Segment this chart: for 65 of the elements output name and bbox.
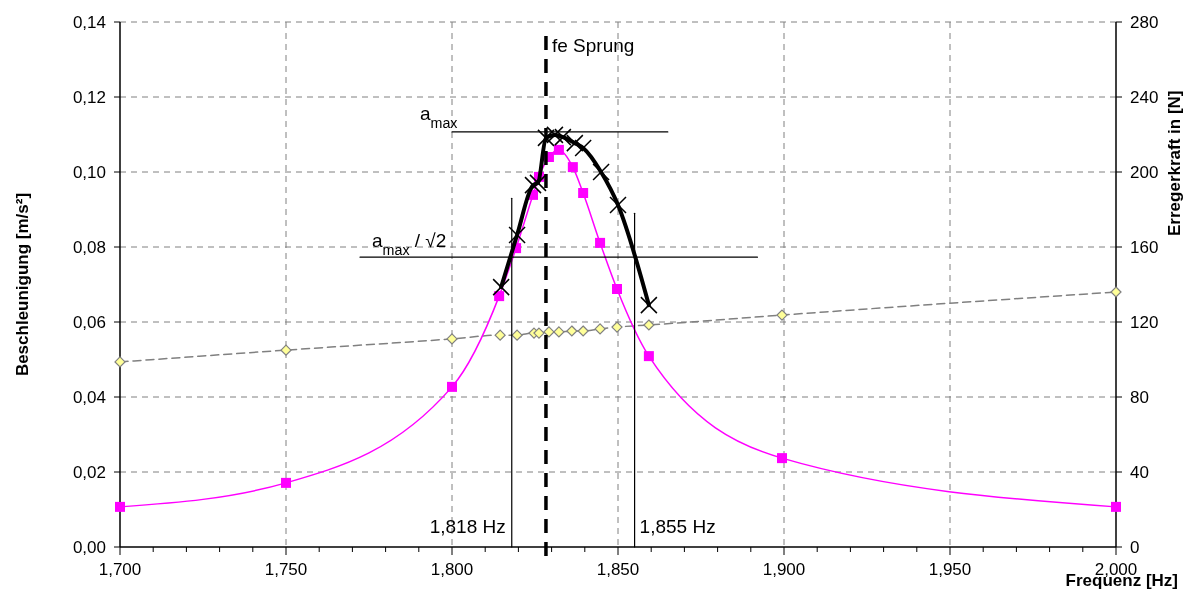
point <box>494 291 505 302</box>
point <box>567 162 578 173</box>
point <box>566 134 584 152</box>
y-tick-label: 0,14 <box>72 13 106 32</box>
point <box>529 174 547 192</box>
point <box>546 126 564 144</box>
point <box>511 329 523 341</box>
point <box>447 381 457 392</box>
point <box>543 326 555 338</box>
point <box>115 501 125 512</box>
annotation: a$_{max}$ <box>420 102 458 131</box>
point <box>776 309 788 321</box>
y-tick-label: 0,00 <box>72 538 106 557</box>
annotation: 1,818 Hz <box>429 516 506 537</box>
point <box>595 237 606 248</box>
annotation: 1,855 Hz <box>639 516 716 537</box>
point <box>494 329 506 341</box>
y-tick-label: 0,02 <box>72 463 106 482</box>
point <box>643 319 655 331</box>
y-tick-label: 0,12 <box>72 88 106 107</box>
point <box>1110 286 1122 298</box>
point <box>643 351 654 362</box>
point <box>594 323 606 335</box>
y2-tick-label: 280 <box>1130 13 1159 32</box>
y2-tick-label: 80 <box>1130 388 1149 407</box>
point <box>1111 501 1121 512</box>
point <box>612 284 622 294</box>
y-tick-label: 0,06 <box>72 313 106 332</box>
point <box>508 226 526 244</box>
point <box>777 453 788 464</box>
point <box>577 325 589 337</box>
ref-line-label: fe Sprung <box>551 35 635 56</box>
y-axis-title: Beschleunigung [m/s²] <box>13 192 32 377</box>
point <box>553 326 565 338</box>
point <box>566 325 578 337</box>
y2-tick-label: 240 <box>1130 88 1159 107</box>
point <box>640 296 658 314</box>
annotation: a$_{max}$ / √2 <box>372 230 447 259</box>
y2-axis-title: Erregerkraft in [N] <box>1165 90 1184 236</box>
point <box>114 356 126 368</box>
y2-tick-label: 0 <box>1130 538 1140 557</box>
point <box>446 333 458 345</box>
point <box>609 196 627 214</box>
point <box>492 278 510 296</box>
point <box>578 188 589 198</box>
point <box>611 321 623 333</box>
point <box>281 477 291 488</box>
y2-tick-label: 40 <box>1130 463 1149 482</box>
y2-tick-label: 160 <box>1130 238 1159 257</box>
x-tick-label: 1,700 <box>98 560 142 579</box>
y-tick-label: 0,10 <box>72 163 106 182</box>
x-tick-label: 1,800 <box>430 560 474 579</box>
y2-tick-label: 120 <box>1130 313 1159 332</box>
point <box>280 344 292 356</box>
point <box>524 176 542 194</box>
x-tick-label: 1,750 <box>264 560 308 579</box>
point <box>533 327 545 339</box>
y-tick-label: 0,08 <box>72 238 106 257</box>
x-tick-label: 1,950 <box>928 560 972 579</box>
y-tick-label: 0,04 <box>72 388 106 407</box>
x-tick-label: 1,850 <box>596 560 640 579</box>
point <box>592 163 610 181</box>
y2-tick-label: 200 <box>1130 163 1159 182</box>
x-tick-label: 1,900 <box>762 560 806 579</box>
point <box>553 144 564 155</box>
